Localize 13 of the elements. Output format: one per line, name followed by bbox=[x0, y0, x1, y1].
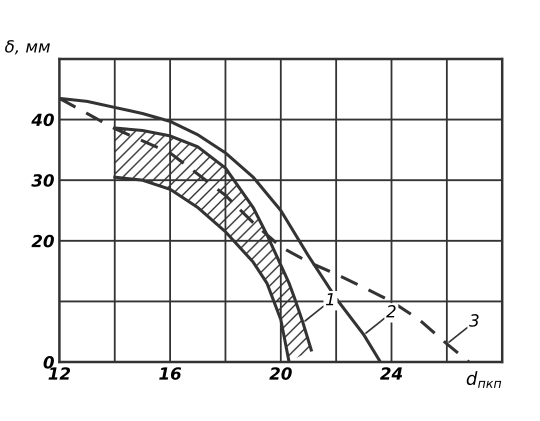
x-axis-title: d$_{пкп}$ bbox=[466, 371, 502, 388]
y-axis-title: δ, мм bbox=[5, 40, 50, 54]
y-tick-label: 0 bbox=[44, 356, 54, 369]
y-tick-label: 30 bbox=[31, 174, 54, 187]
series-label: 3 bbox=[469, 314, 479, 327]
y-tick-label: 40 bbox=[31, 114, 54, 126]
series-label: 1 bbox=[326, 293, 334, 306]
x-tick-label: 20 bbox=[269, 367, 292, 380]
x-tick-label: 12 bbox=[48, 367, 70, 380]
series-label: 2 bbox=[386, 305, 396, 318]
y-tick-label: 20 bbox=[31, 234, 54, 248]
x-tick-label: 24 bbox=[380, 367, 402, 380]
x-tick-label: 16 bbox=[159, 367, 182, 380]
